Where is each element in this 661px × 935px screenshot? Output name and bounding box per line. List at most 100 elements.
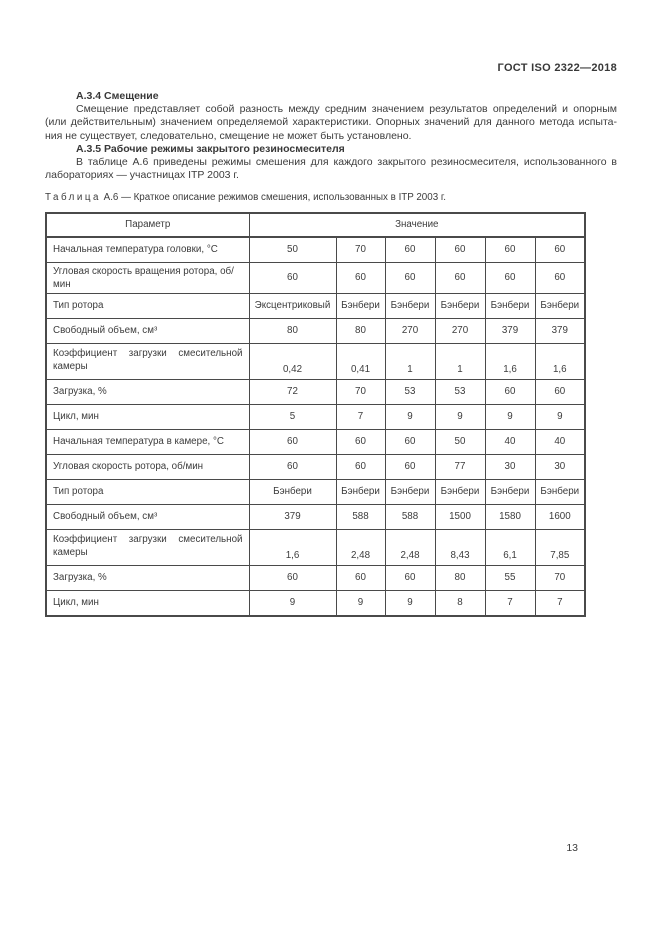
value-cell: 60	[534, 379, 586, 406]
table-row: Тип ротора Эксцентриковый Бэнбери Бэнбери Бэ…	[45, 293, 586, 320]
parameter-cell: Тип ротора	[45, 293, 250, 320]
value-cell: 1,6	[248, 529, 337, 567]
value-cell: 0,41	[335, 343, 386, 381]
value-cell: 8	[434, 590, 486, 617]
table-caption: Таблица А.6 — Краткое описание режимов с…	[45, 191, 617, 204]
value-cell: 8,43	[434, 529, 486, 567]
paragraph-line: В таблице А.6 приведены режимы смешения …	[76, 156, 617, 169]
value-cell: 7	[335, 404, 386, 431]
value-cell: 60	[384, 565, 436, 592]
section-heading-a-3-5: А.3.5 Рабочие режимы закрытого резиносме…	[76, 142, 345, 155]
value-cell: 270	[434, 318, 486, 345]
value-cell: 60	[384, 261, 436, 295]
value-cell: 60	[248, 429, 337, 456]
value-cell: 55	[484, 565, 536, 592]
value-cell: Бэнбери	[335, 479, 386, 506]
parameter-cell: Загрузка, %	[45, 565, 250, 592]
value-cell: Бэнбери	[434, 479, 486, 506]
table-row: Угловая скорость вращения ротора, об/мин…	[45, 261, 586, 295]
parameter-cell: Начальная температура в камере, °С	[45, 429, 250, 456]
value-cell: Бэнбери	[534, 293, 586, 320]
value-cell: 1580	[484, 504, 536, 531]
parameter-cell: Свободный объем, см³	[45, 318, 250, 345]
value-cell: 60	[248, 261, 337, 295]
value-cell: 9	[384, 404, 436, 431]
table-caption-word: Таблица	[45, 192, 101, 204]
parameter-cell: Начальная температура головки, °С	[45, 236, 250, 263]
parameter-cell: Цикл, мин	[45, 404, 250, 431]
value-cell: 60	[335, 454, 386, 481]
value-cell: 1,6	[534, 343, 586, 381]
value-cell: 30	[534, 454, 586, 481]
paragraph-line: лабораториях — участницах ITP 2003 г.	[45, 169, 239, 182]
parameter-cell: Свободный объем, см³	[45, 504, 250, 531]
value-cell: 60	[484, 236, 536, 263]
value-cell: 60	[434, 236, 486, 263]
value-cell: 60	[534, 261, 586, 295]
value-cell: 40	[484, 429, 536, 456]
column-header-value: Значение	[248, 212, 586, 238]
table-header-row: Параметр Значение	[45, 212, 586, 238]
table-row: Загрузка, % 60 60 60 80 55 70	[45, 565, 586, 592]
value-cell: 1500	[434, 504, 486, 531]
value-cell: 60	[384, 429, 436, 456]
value-cell: 9	[384, 590, 436, 617]
value-cell: 379	[534, 318, 586, 345]
value-cell: 588	[384, 504, 436, 531]
value-cell: 379	[248, 504, 337, 531]
value-cell: 60	[335, 429, 386, 456]
value-cell: 60	[484, 261, 536, 295]
value-cell: Бэнбери	[248, 479, 337, 506]
value-cell: 72	[248, 379, 337, 406]
mixing-modes-table: Параметр Значение Начальная температура …	[45, 211, 587, 618]
value-cell: 7	[484, 590, 536, 617]
table-row: Угловая скорость ротора, об/мин 60 60 60 77 3…	[45, 454, 586, 481]
value-cell: 60	[534, 236, 586, 263]
value-cell: 60	[434, 261, 486, 295]
parameter-cell: Цикл, мин	[45, 590, 250, 617]
value-cell: 1,6	[484, 343, 536, 381]
value-cell: 30	[484, 454, 536, 481]
value-cell: 53	[384, 379, 436, 406]
value-cell: 70	[335, 236, 386, 263]
value-cell: Эксцентриковый	[248, 293, 337, 320]
value-cell: 2,48	[384, 529, 436, 567]
value-cell: 60	[335, 261, 386, 295]
table-row: Цикл, мин 9 9 9 8 7 7	[45, 590, 586, 617]
table-row: Начальная температура в камере, °С 60 60 60…	[45, 429, 586, 456]
value-cell: Бэнбери	[434, 293, 486, 320]
value-cell: 50	[434, 429, 486, 456]
table-row: Свободный объем, см³ 80 80 270 270 379 379	[45, 318, 586, 345]
value-cell: 9	[335, 590, 386, 617]
page-number: 13	[566, 842, 578, 854]
value-cell: 1600	[534, 504, 586, 531]
value-cell: 9	[484, 404, 536, 431]
doc-header-title: ГОСТ ISO 2322—2018	[497, 62, 617, 74]
paragraph-line: Смещение представляет собой разность меж…	[76, 103, 617, 116]
value-cell: 80	[335, 318, 386, 345]
value-cell: 270	[384, 318, 436, 345]
table-row: Коэффициент загрузки смесительной камеры…	[45, 343, 586, 381]
page-content: А.3.4 Смещение Смещение представляет соб…	[45, 90, 617, 618]
value-cell: 1	[434, 343, 486, 381]
value-cell: Бэнбери	[484, 293, 536, 320]
value-cell: 379	[484, 318, 536, 345]
value-cell: 60	[335, 565, 386, 592]
value-cell: 0,42	[248, 343, 337, 381]
value-cell: 80	[434, 565, 486, 592]
value-cell: 70	[534, 565, 586, 592]
table-caption-text: А.6 — Краткое описание режимов смешения,…	[103, 192, 446, 204]
value-cell: 9	[534, 404, 586, 431]
value-cell: 80	[248, 318, 337, 345]
value-cell: 40	[534, 429, 586, 456]
table-row: Цикл, мин 5 7 9 9 9 9	[45, 404, 586, 431]
table-row: Начальная температура головки, °С 50 70 60 6…	[45, 236, 586, 263]
paragraph-line: (или действительным) значением определяе…	[45, 116, 617, 129]
value-cell: 9	[248, 590, 337, 617]
value-cell: 60	[384, 236, 436, 263]
value-cell: Бэнбери	[534, 479, 586, 506]
value-cell: 2,48	[335, 529, 386, 567]
section-heading-a-3-4: А.3.4 Смещение	[76, 90, 159, 102]
value-cell: Бэнбери	[384, 293, 436, 320]
value-cell: 70	[335, 379, 386, 406]
